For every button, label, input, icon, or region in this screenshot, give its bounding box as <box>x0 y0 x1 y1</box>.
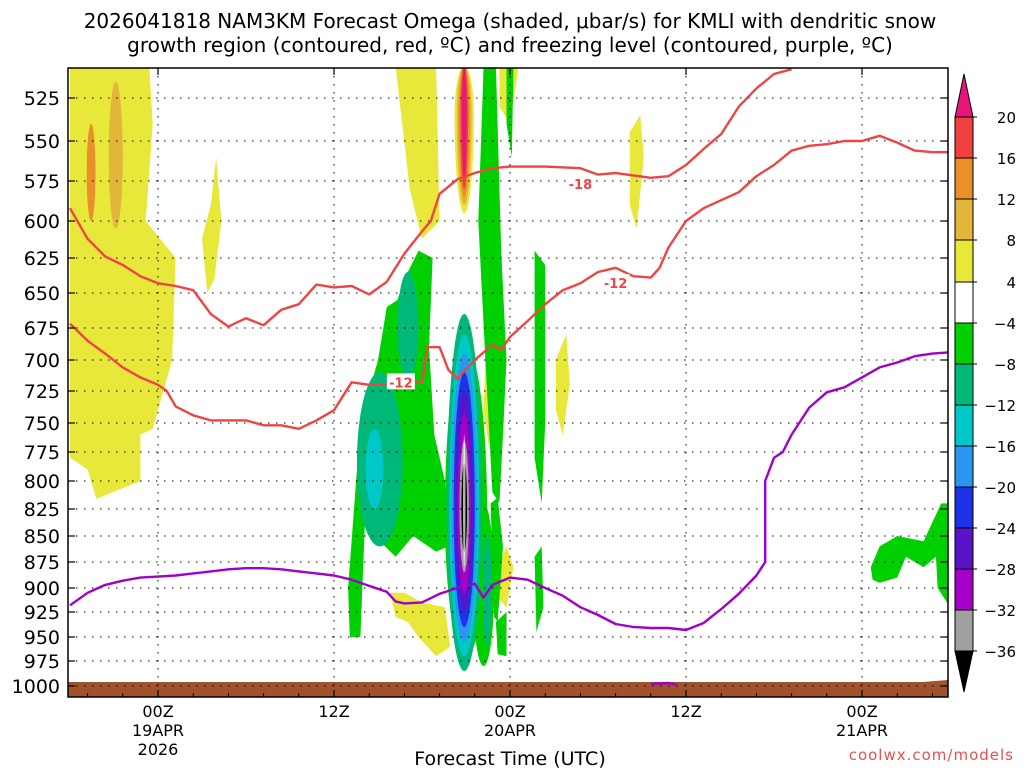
contour-label-bg <box>566 175 595 192</box>
chart-title-line1: 2026041818 NAM3KM Forecast Omega (shaded… <box>84 9 937 33</box>
chart-title-line2: growth region (contoured, red, ºC) and f… <box>127 33 893 57</box>
contour-label: -12 <box>604 277 628 292</box>
omega-shading <box>68 68 948 697</box>
colorbar-swatch <box>954 281 974 324</box>
omega-positive-region <box>629 115 644 229</box>
omega-negative-region <box>506 68 514 157</box>
y-tick-label: 600 <box>24 211 60 233</box>
y-tick-label: 800 <box>24 471 60 493</box>
surface-band-top <box>68 680 948 686</box>
colorbar-swatch <box>954 116 974 159</box>
omega-negative-region <box>870 503 948 605</box>
y-tick-label: 750 <box>24 413 60 435</box>
colorbar-label: 20 <box>997 109 1016 127</box>
colorbar-swatch <box>954 445 974 488</box>
contour-line <box>69 351 948 632</box>
credit-label: coolwx.com/models <box>849 746 1014 764</box>
colorbar-label: −20 <box>984 479 1016 497</box>
colorbar-swatch <box>954 404 974 447</box>
y-tick-label: 925 <box>24 602 60 624</box>
colorbar-swatch <box>954 609 974 652</box>
contour-label-bg <box>601 274 630 291</box>
x-tick-date: 21APR <box>836 721 888 740</box>
colorbar-label: 8 <box>1006 232 1016 250</box>
colorbar-label: −28 <box>984 561 1016 579</box>
colorbar-label: 4 <box>1006 274 1016 292</box>
y-tick-label: 1000 <box>12 676 60 698</box>
contour-label: -12 <box>389 376 413 391</box>
omega-positive-region <box>108 82 123 229</box>
colorbar-swatch <box>954 239 974 283</box>
colorbar-label: 12 <box>997 191 1016 209</box>
colorbar-label: −12 <box>984 397 1016 415</box>
y-tick-label: 950 <box>24 627 60 649</box>
y-tick-label: 725 <box>24 381 60 403</box>
omega-negative-region <box>478 68 507 504</box>
colorbar-bottom-arrow <box>954 650 974 693</box>
x-tick-label: 00Z <box>494 702 525 721</box>
colorbar-swatch <box>954 363 974 406</box>
colorbar-label: −8 <box>994 356 1016 374</box>
omega-positive-region <box>555 334 570 435</box>
omega-positive-region <box>202 157 222 293</box>
y-tick-label: 875 <box>24 552 60 574</box>
contour-label-bg <box>386 373 415 390</box>
omega-positive-region <box>395 68 440 239</box>
omega-core-highlight <box>463 434 466 568</box>
grid-lines <box>68 68 948 697</box>
colorbar-swatch <box>954 568 974 611</box>
y-tick-label: 975 <box>24 651 60 673</box>
colorbar-label: −16 <box>984 438 1016 456</box>
omega-positive-region <box>390 592 451 657</box>
y-tick-label: 575 <box>24 171 60 193</box>
contour-label: -18 <box>569 178 593 193</box>
y-tick-label: 825 <box>24 499 60 521</box>
x-tick-label: 00Z <box>846 702 877 721</box>
colorbar-label: −36 <box>984 643 1016 661</box>
y-tick-label: 700 <box>24 350 60 372</box>
omega-negative-region <box>534 546 544 632</box>
y-tick-label: 675 <box>24 318 60 340</box>
y-tick-label: 775 <box>24 442 60 464</box>
y-tick-label: 525 <box>24 88 60 110</box>
colorbar-swatch <box>954 198 974 241</box>
colorbar: 20 16 12 8 4 −4 −8 −12 −16 −20 −24 −28 −32 −36 <box>954 73 1016 693</box>
contour-labels: -18 -12 -12 <box>386 175 630 391</box>
colorbar-label: 16 <box>997 150 1016 168</box>
colorbar-swatch <box>954 157 974 200</box>
colorbar-swatch <box>954 486 974 529</box>
x-tick-year: 2026 <box>138 740 179 759</box>
omega-negative-region <box>534 250 546 504</box>
omega-negative-region <box>397 272 419 379</box>
plot-frame <box>67 67 949 698</box>
y-tick-label: 550 <box>24 131 60 153</box>
y-tick-label: 650 <box>24 283 60 305</box>
omega-positive-region <box>86 123 96 221</box>
colorbar-swatch <box>954 527 974 570</box>
contour-line <box>650 681 678 687</box>
y-tick-label: 850 <box>24 526 60 548</box>
x-tick-label: 12Z <box>670 702 701 721</box>
colorbar-label: −24 <box>984 520 1016 538</box>
x-tick-date: 19APR <box>132 721 184 740</box>
colorbar-top-arrow <box>954 73 974 118</box>
contour-line <box>69 134 948 430</box>
temperature-contours <box>68 68 948 687</box>
omega-negative-region <box>365 428 384 509</box>
contour-line <box>68 68 792 328</box>
colorbar-label: −4 <box>994 315 1016 333</box>
x-axis-title: Forecast Time (UTC) <box>414 748 605 768</box>
omega-positive-region <box>462 68 467 178</box>
x-tick-label: 00Z <box>142 702 173 721</box>
x-tick-label: 12Z <box>318 702 349 721</box>
x-tick-date: 20APR <box>484 721 536 740</box>
omega-negative-region <box>495 612 507 657</box>
y-tick-label: 900 <box>24 578 60 600</box>
y-tick-label: 625 <box>24 248 60 270</box>
colorbar-label: −32 <box>984 602 1016 620</box>
colorbar-swatch <box>954 322 974 365</box>
y-axis: 525 550 575 600 625 650 675 700 725 750 775 800 825 8… <box>12 88 948 698</box>
